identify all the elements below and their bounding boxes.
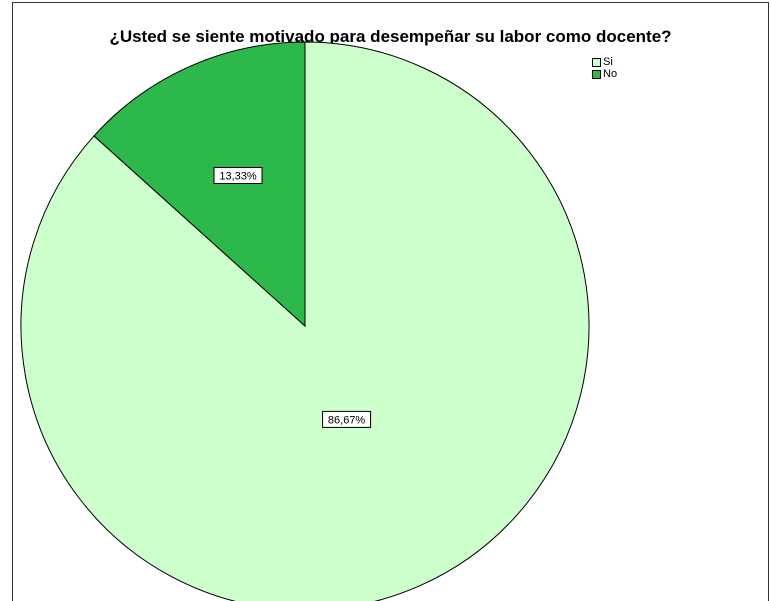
legend-item-no: No — [592, 68, 617, 80]
data-label-text-no: 13,33% — [219, 171, 257, 183]
pie-slice-no — [93, 41, 306, 328]
data-label-si: 86,67% — [322, 410, 372, 428]
data-label-box-no — [213, 167, 263, 185]
legend-swatch-no — [592, 69, 601, 79]
legend-label-no: No — [603, 67, 618, 80]
chart-title: ¿Usted se siente motivado para desempeña… — [109, 27, 672, 46]
data-label-no: 13,33% — [213, 167, 263, 185]
legend-label-si: Si — [603, 55, 613, 68]
data-label-box-si — [322, 410, 372, 428]
chart-frame — [12, 2, 769, 601]
legend-swatch-si — [592, 57, 601, 67]
legend-item-si: Si — [592, 56, 617, 68]
data-label-text-si: 86,67% — [328, 414, 366, 426]
chart-legend: Si No — [592, 56, 617, 80]
